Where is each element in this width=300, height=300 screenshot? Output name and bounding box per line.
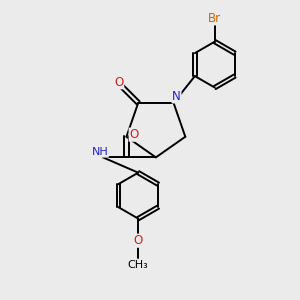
Text: O: O xyxy=(134,234,143,247)
Text: Br: Br xyxy=(208,12,221,25)
Text: O: O xyxy=(115,76,124,89)
Text: NH: NH xyxy=(92,147,108,157)
Text: CH₃: CH₃ xyxy=(128,260,148,270)
Text: O: O xyxy=(129,128,138,141)
Text: N: N xyxy=(172,90,181,103)
